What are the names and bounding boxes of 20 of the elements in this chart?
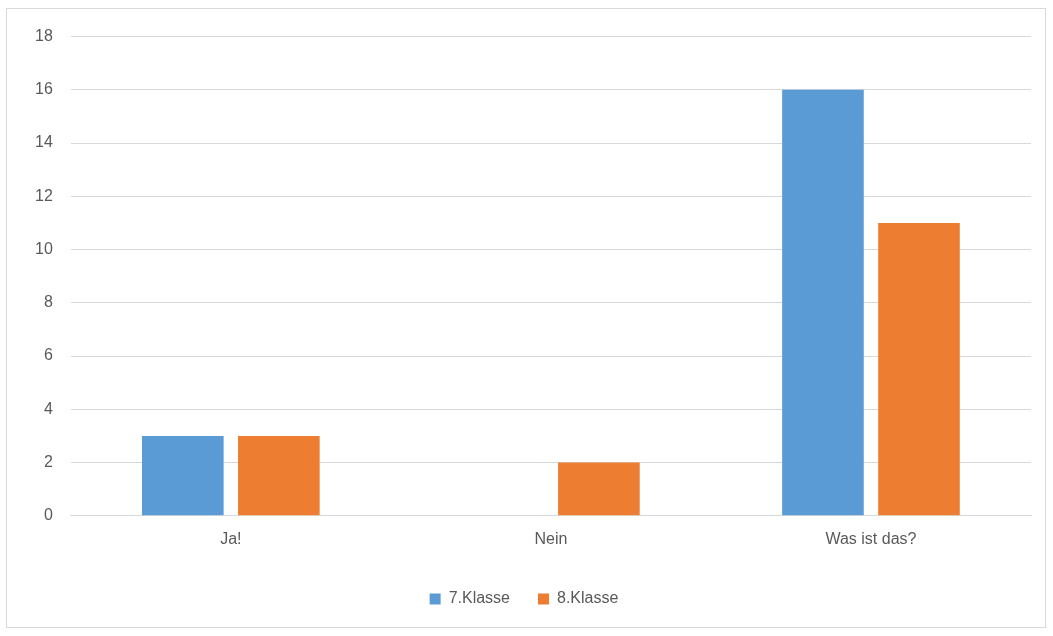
legend-label: 7.Klasse — [448, 589, 511, 607]
y-tick-label: 0 — [43, 506, 53, 524]
y-tick-label: 6 — [43, 346, 53, 364]
y-tick-label: 10 — [35, 239, 53, 257]
bar — [238, 435, 320, 516]
y-tick-label: 2 — [43, 452, 53, 470]
y-tick-label: 12 — [35, 186, 53, 204]
bar — [878, 222, 960, 516]
y-tick-label: 16 — [35, 80, 53, 98]
y-tick-label: 8 — [43, 293, 53, 311]
y-tick-label: 18 — [35, 27, 53, 45]
x-tick-label: Ja! — [220, 529, 242, 547]
bar — [142, 435, 224, 516]
legend-label: 8.Klasse — [557, 589, 619, 607]
bar — [782, 89, 864, 516]
y-tick-label: 4 — [43, 399, 53, 417]
bar — [558, 462, 640, 516]
x-tick-label: Nein — [534, 529, 568, 547]
y-tick-label: 14 — [35, 133, 53, 151]
x-tick-label: Was ist das? — [825, 529, 917, 547]
